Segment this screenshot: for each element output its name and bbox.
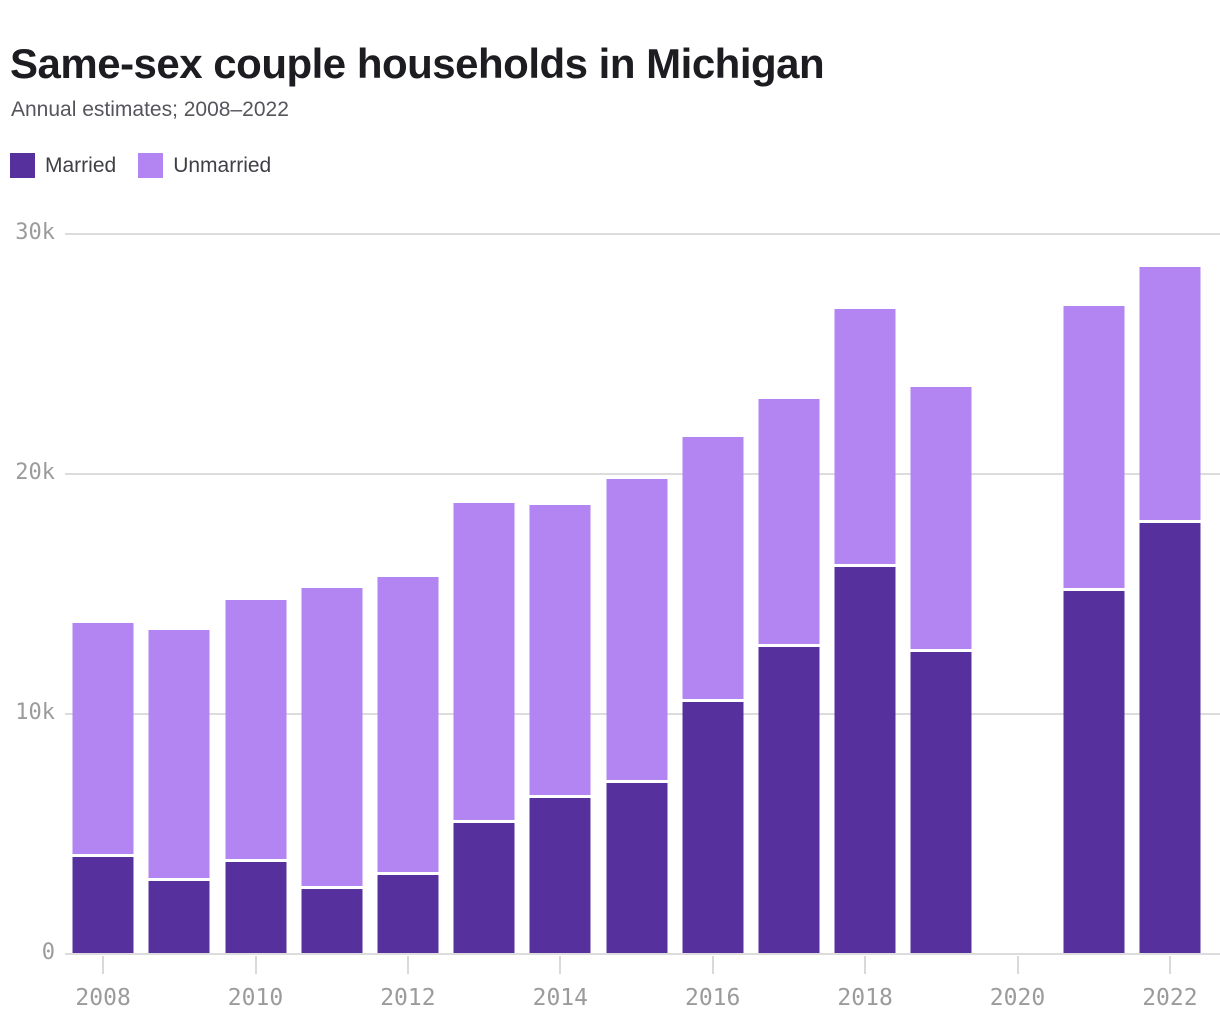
gridline-0 [65,953,1220,955]
bar-2014 [529,505,591,953]
bar-slot-2009 [141,233,217,953]
bar-segment-married-2011 [301,889,363,953]
bar-segment-married-2012 [377,875,439,953]
x-tick-2018 [864,956,867,974]
bar-slot-2017 [751,233,827,953]
x-axis-label-2018: 2018 [837,985,893,1011]
x-tick-2012 [406,956,409,974]
bar-segment-unmarried-2015 [606,479,668,783]
bar-2015 [606,479,668,953]
x-tick-2014 [559,956,562,974]
x-axis-label-2012: 2012 [380,985,436,1011]
bar-segment-unmarried-2011 [301,588,363,890]
bar-segment-married-2015 [606,782,668,953]
x-tick-2008 [102,956,105,974]
y-axis-label-0: 0 [41,940,55,965]
bar-2008 [72,623,134,953]
bar-2017 [758,398,820,953]
bar-segment-unmarried-2018 [834,308,896,567]
bar-2012 [377,577,439,953]
legend-item-married: Married [10,153,116,178]
bar-segment-unmarried-2012 [377,577,439,875]
bar-segment-unmarried-2017 [758,398,820,647]
bar-slot-2015 [598,233,674,953]
bar-segment-unmarried-2019 [910,386,972,652]
bar-2010 [225,600,286,953]
bar-slot-2018 [827,233,903,953]
bar-slot-2016 [675,233,751,953]
bar-segment-unmarried-2013 [453,503,515,824]
bar-segment-married-2017 [758,647,820,953]
bar-slot-2013 [446,233,522,953]
x-axis-label-2010: 2010 [227,985,284,1011]
plot-area: 30k 20k 10k 0 [0,221,1220,965]
bar-segment-married-2016 [682,702,744,953]
bar-segment-unmarried-2014 [529,505,591,799]
y-axis-label-30k: 30k [15,220,55,245]
x-tick-2010 [254,956,257,974]
bar-segment-married-2018 [834,566,896,953]
chart-title: Same-sex couple households in Michigan [10,40,825,88]
bar-2013 [453,503,515,953]
bar-slot-2019 [903,233,979,953]
y-axis-label-10k: 10k [15,700,55,725]
bar-segment-unmarried-2010 [225,600,286,862]
gridline-20k [65,473,1220,475]
x-tick-2016 [711,956,714,974]
bar-segment-married-2008 [72,857,134,953]
x-axis-label-2020: 2020 [989,985,1046,1011]
bar-2022 [1139,266,1201,953]
x-tick-2020 [1016,956,1019,974]
x-axis-label-2014: 2014 [532,985,588,1011]
gridline-30k [65,233,1220,235]
legend-item-unmarried: Unmarried [138,153,271,178]
x-axis-label-2016: 2016 [684,985,741,1011]
x-axis: 2008 2010 2012 2014 2016 2018 2020 2022 [65,953,1208,1028]
x-axis-label-2008: 2008 [75,985,131,1011]
bar-slot-2021 [1056,233,1132,953]
legend-swatch-unmarried-icon [138,153,164,178]
chart-subtitle: Annual estimates; 2008–2022 [11,98,289,121]
legend-label-married: Married [45,153,117,177]
bar-segment-unmarried-2009 [148,630,210,881]
bar-slot-2011 [294,233,370,953]
y-axis-label-20k: 20k [15,460,55,485]
bar-slot-2008 [65,233,141,953]
bar-2016 [682,437,744,953]
bar-2011 [301,588,363,953]
bar-segment-married-2009 [148,881,210,953]
bar-segment-married-2010 [225,861,286,953]
x-tick-2022 [1168,956,1171,974]
bar-segment-unmarried-2021 [1063,306,1125,591]
bar-2021 [1063,306,1125,953]
bar-segment-unmarried-2008 [72,623,134,857]
bar-segment-married-2013 [453,823,515,953]
bar-2009 [148,630,210,953]
bar-segment-unmarried-2022 [1139,266,1201,524]
bar-segment-married-2014 [529,798,591,953]
legend-swatch-married-icon [10,153,35,178]
bars-container [65,233,1208,953]
bar-slot-2020 [979,233,1055,953]
bar-segment-unmarried-2016 [682,437,744,703]
bar-slot-2014 [522,233,598,953]
x-axis-label-2022: 2022 [1142,985,1198,1011]
legend-label-unmarried: Unmarried [173,153,272,177]
bar-segment-married-2019 [910,651,972,953]
legend: Married Unmarried [10,153,271,178]
bar-segment-married-2022 [1139,523,1201,953]
bar-slot-2010 [217,233,293,953]
bar-2019 [910,386,972,953]
bar-2018 [834,308,896,953]
bar-segment-married-2021 [1063,590,1125,953]
bar-slot-2022 [1132,233,1208,953]
bar-slot-2012 [370,233,446,953]
